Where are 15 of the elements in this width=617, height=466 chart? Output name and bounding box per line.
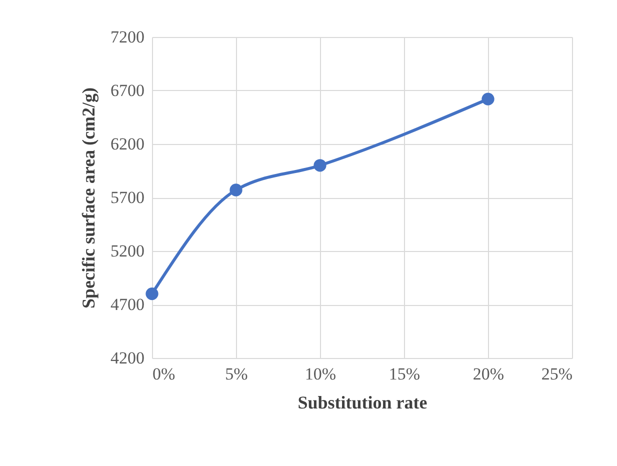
x-axis-title: Substitution rate: [298, 392, 428, 412]
x-tick-label: 0%: [152, 364, 176, 384]
y-tick-label: 4700: [110, 295, 144, 314]
x-tick-label: 20%: [472, 364, 504, 384]
y-tick-label: 5700: [110, 188, 144, 207]
y-axis-title: Specific surface area (cm2/g): [78, 87, 98, 309]
y-tick-label: 4200: [110, 348, 144, 368]
x-tick-label: 15%: [388, 364, 420, 384]
y-tick-label: 5200: [110, 242, 144, 260]
x-tick-label: 25%: [541, 364, 572, 384]
y-tick-label: 6700: [110, 81, 144, 100]
y-tick-label: 6200: [110, 134, 144, 154]
x-tick-label: 5%: [225, 364, 248, 384]
x-tick-label: 10%: [304, 364, 336, 384]
y-tick-label: 7200: [110, 28, 144, 46]
